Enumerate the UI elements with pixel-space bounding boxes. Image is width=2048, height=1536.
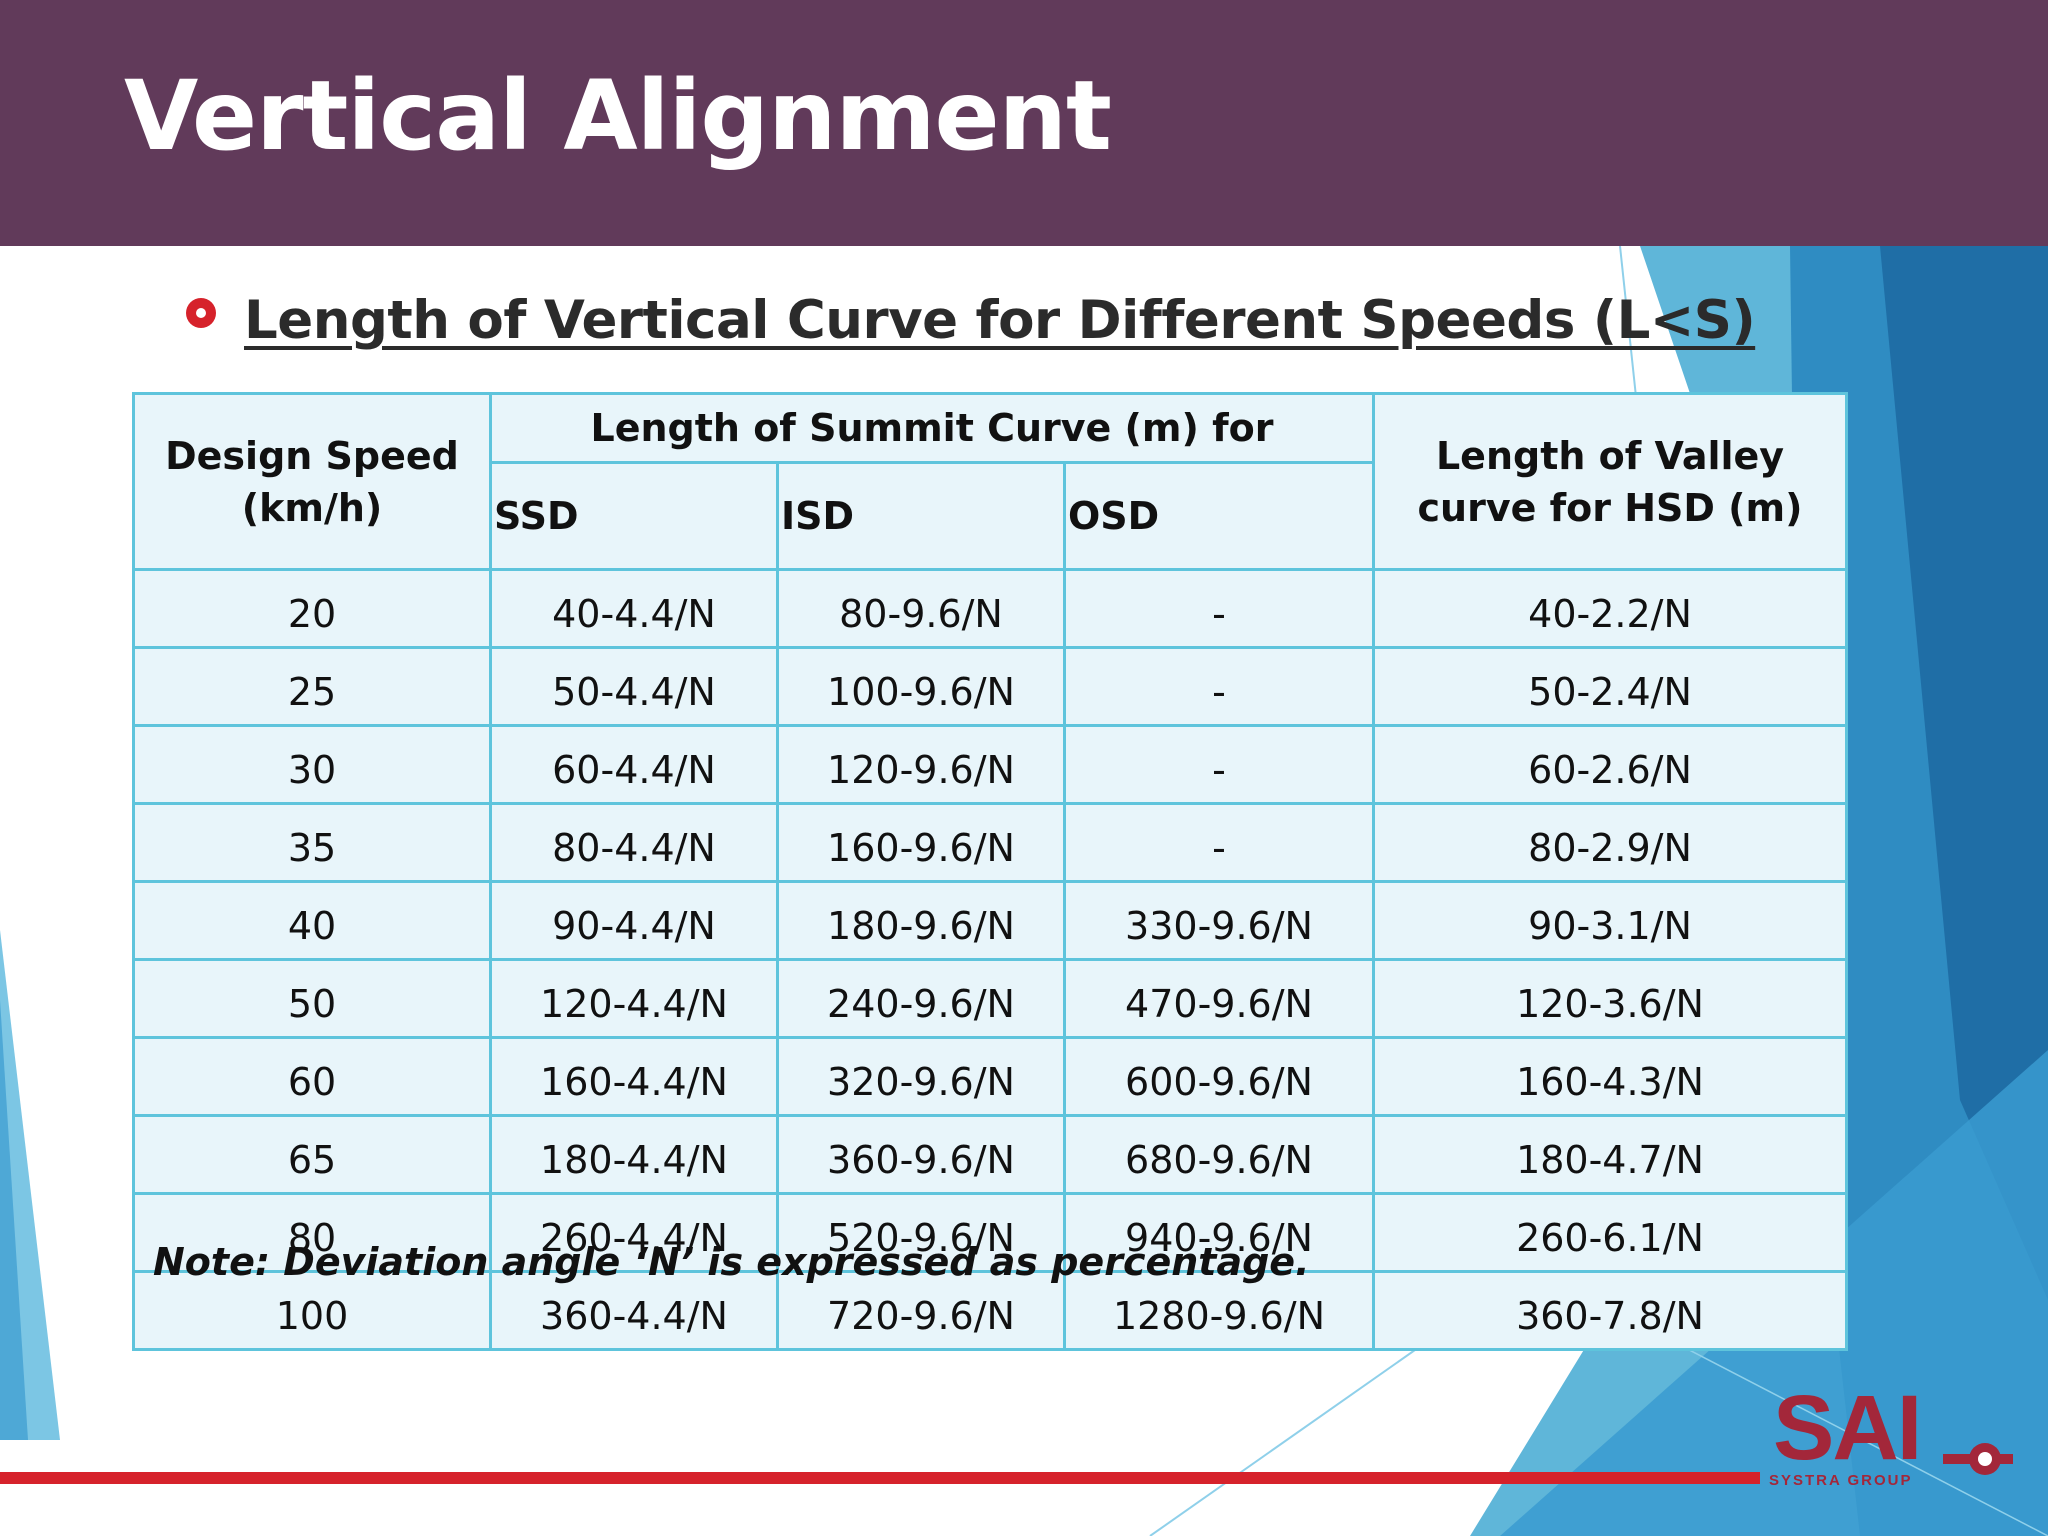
slide-title: Vertical Alignment xyxy=(124,60,1112,172)
cell-isd: 80-9.6/N xyxy=(776,568,1066,649)
table-row: 65 180-4.4/N 360-9.6/N 680-9.6/N 180-4.7/N xyxy=(132,1114,1849,1195)
cell-isd: 720-9.6/N xyxy=(776,1270,1066,1351)
header-ssd: SSD xyxy=(489,461,779,571)
cell-isd: 160-9.6/N xyxy=(776,802,1066,883)
cell-isd: 100-9.6/N xyxy=(776,646,1066,727)
section-subheading: Length of Vertical Curve for Different S… xyxy=(244,290,1756,351)
footer-divider xyxy=(0,1472,1760,1484)
cell-ssd: 160-4.4/N xyxy=(489,1036,779,1117)
cell-ssd: 360-4.4/N xyxy=(489,1270,779,1351)
cell-osd: 330-9.6/N xyxy=(1062,880,1376,961)
cell-osd: - xyxy=(1062,646,1376,727)
cell-ssd: 50-4.4/N xyxy=(489,646,779,727)
header-isd: ISD xyxy=(776,461,1066,571)
table-note: Note: Deviation angle ‘N’ is expressed a… xyxy=(153,1240,1310,1284)
cell-valley: 90-3.1/N xyxy=(1372,880,1849,961)
cell-valley: 260-6.1/N xyxy=(1372,1192,1849,1273)
cell-speed: 80 xyxy=(132,1192,492,1273)
cell-isd: 360-9.6/N xyxy=(776,1114,1066,1195)
table-row: 40 90-4.4/N 180-9.6/N 330-9.6/N 90-3.1/N xyxy=(132,880,1849,961)
table-body: 20 40-4.4/N 80-9.6/N -40-2.2/N 25 50-4.4/N 100… xyxy=(132,568,1849,1351)
cell-osd: - xyxy=(1062,724,1376,805)
cell-osd: - xyxy=(1062,802,1376,883)
cell-speed: 65 xyxy=(132,1114,492,1195)
cell-osd: 1280-9.6/N xyxy=(1062,1270,1376,1351)
header-design-speed: Design Speed (km/h) xyxy=(132,392,492,571)
cell-osd: 470-9.6/N xyxy=(1062,958,1376,1039)
cell-speed: 25 xyxy=(132,646,492,727)
vertical-curve-table: Design Speed (km/h) Length of Summit Cur… xyxy=(132,392,1849,1351)
cell-isd: 520-9.6/N xyxy=(776,1192,1066,1273)
logo-mark-icon xyxy=(1943,1443,2013,1475)
cell-ssd: 120-4.4/N xyxy=(489,958,779,1039)
cell-speed: 35 xyxy=(132,802,492,883)
cell-valley: 60-2.6/N xyxy=(1372,724,1849,805)
cell-speed: 40 xyxy=(132,880,492,961)
cell-valley: 120-3.6/N xyxy=(1372,958,1849,1039)
bullet-icon xyxy=(186,298,216,328)
cell-speed: 100 xyxy=(132,1270,492,1351)
table-row: 20 40-4.4/N 80-9.6/N -40-2.2/N xyxy=(132,568,1849,649)
cell-valley: 360-7.8/N xyxy=(1372,1270,1849,1351)
table-row: 30 60-4.4/N 120-9.6/N -60-2.6/N xyxy=(132,724,1849,805)
cell-speed: 20 xyxy=(132,568,492,649)
cell-isd: 120-9.6/N xyxy=(776,724,1066,805)
cell-ssd: 260-4.4/N xyxy=(489,1192,779,1273)
cell-osd: 600-9.6/N xyxy=(1062,1036,1376,1117)
table-row: 80 260-4.4/N 520-9.6/N 940-9.6/N 260-6.1/N xyxy=(132,1192,1849,1273)
header-valley: Length of Valley curve for HSD (m) xyxy=(1372,392,1849,571)
cell-osd: - xyxy=(1062,568,1376,649)
cell-osd: 940-9.6/N xyxy=(1062,1192,1376,1273)
cell-osd: 680-9.6/N xyxy=(1062,1114,1376,1195)
cell-valley: 50-2.4/N xyxy=(1372,646,1849,727)
cell-ssd: 80-4.4/N xyxy=(489,802,779,883)
cell-ssd: 180-4.4/N xyxy=(489,1114,779,1195)
company-logo: SAI SYSTRA GROUP xyxy=(1765,1382,2035,1510)
table-row: 60 160-4.4/N 320-9.6/N 600-9.6/N 160-4.3/N xyxy=(132,1036,1849,1117)
cell-ssd: 90-4.4/N xyxy=(489,880,779,961)
logo-subtext: SYSTRA GROUP xyxy=(1769,1472,1913,1489)
table-row: 50 120-4.4/N 240-9.6/N 470-9.6/N 120-3.6/N xyxy=(132,958,1849,1039)
cell-isd: 240-9.6/N xyxy=(776,958,1066,1039)
header-osd: OSD xyxy=(1062,461,1376,571)
table-row: 100 360-4.4/N 720-9.6/N 1280-9.6/N 360-7.8/N xyxy=(132,1270,1849,1351)
cell-isd: 180-9.6/N xyxy=(776,880,1066,961)
cell-ssd: 40-4.4/N xyxy=(489,568,779,649)
cell-valley: 180-4.7/N xyxy=(1372,1114,1849,1195)
cell-speed: 50 xyxy=(132,958,492,1039)
cell-speed: 30 xyxy=(132,724,492,805)
title-bar: Vertical Alignment xyxy=(0,0,2048,246)
table-row: 35 80-4.4/N 160-9.6/N -80-2.9/N xyxy=(132,802,1849,883)
table-row: 25 50-4.4/N 100-9.6/N -50-2.4/N xyxy=(132,646,1849,727)
cell-speed: 60 xyxy=(132,1036,492,1117)
cell-valley: 80-2.9/N xyxy=(1372,802,1849,883)
logo-text: SAI xyxy=(1773,1377,1922,1479)
header-summit-group: Length of Summit Curve (m) for xyxy=(488,392,1376,464)
cell-valley: 40-2.2/N xyxy=(1372,568,1849,649)
cell-ssd: 60-4.4/N xyxy=(489,724,779,805)
cell-isd: 320-9.6/N xyxy=(776,1036,1066,1117)
cell-valley: 160-4.3/N xyxy=(1372,1036,1849,1117)
